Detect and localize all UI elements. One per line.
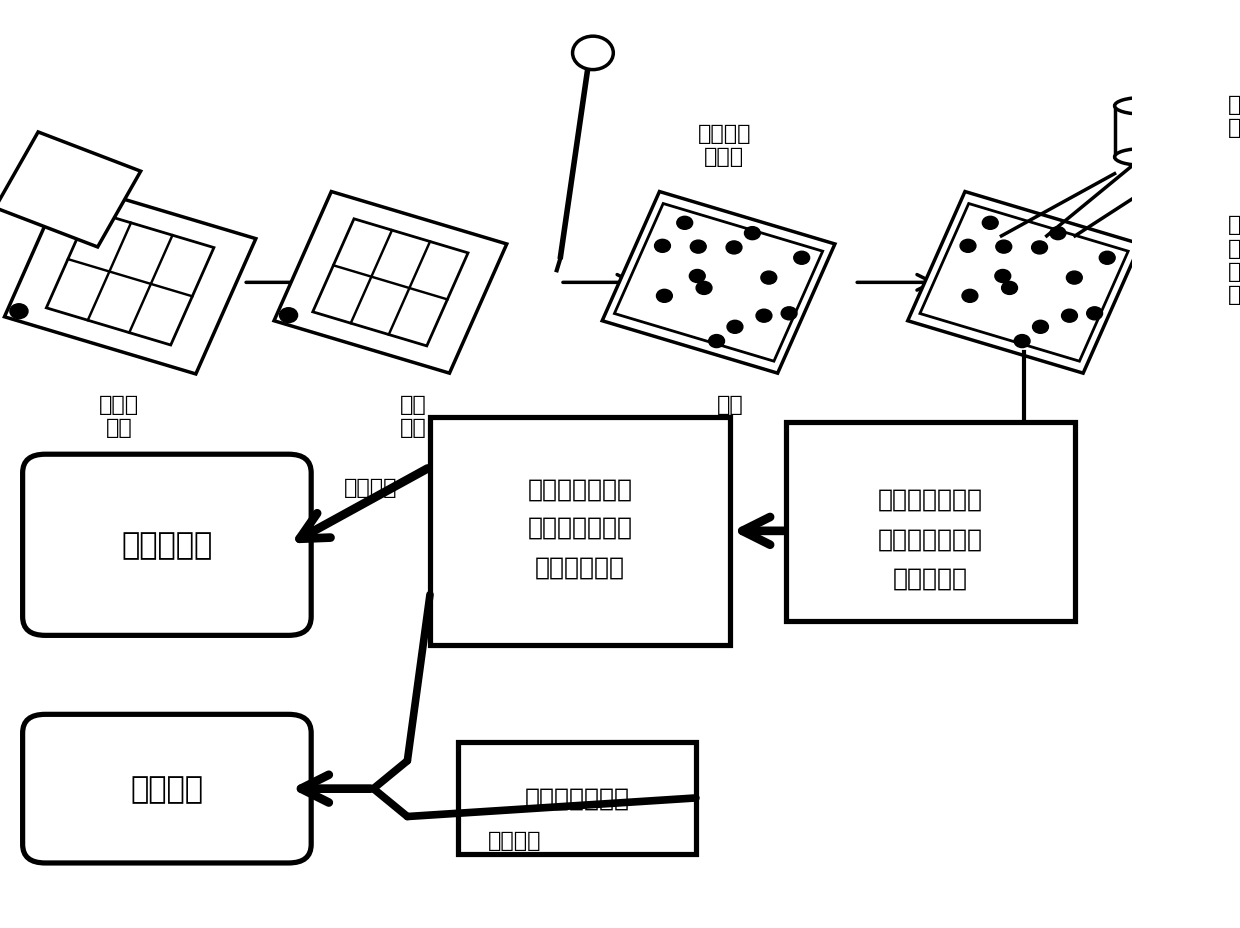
Text: 预处理（滤波，: 预处理（滤波， xyxy=(878,527,983,550)
Polygon shape xyxy=(614,204,822,362)
Polygon shape xyxy=(934,214,1115,352)
Text: 静置: 静置 xyxy=(717,394,743,415)
Circle shape xyxy=(727,321,743,334)
Text: 盖上盖
玻片: 盖上盖 玻片 xyxy=(99,394,139,438)
Text: 藻细胞计数: 藻细胞计数 xyxy=(122,531,212,560)
Polygon shape xyxy=(274,192,507,374)
Circle shape xyxy=(781,307,797,320)
FancyBboxPatch shape xyxy=(1115,107,1171,158)
Circle shape xyxy=(691,241,706,254)
Circle shape xyxy=(982,217,998,230)
Circle shape xyxy=(10,304,29,319)
Circle shape xyxy=(1066,272,1083,285)
Circle shape xyxy=(656,290,672,303)
Circle shape xyxy=(696,282,712,295)
Circle shape xyxy=(1032,241,1048,254)
Circle shape xyxy=(960,240,976,253)
Text: 或拉曼频移）: 或拉曼频移） xyxy=(534,555,625,578)
Text: 藻种识别: 藻种识别 xyxy=(130,774,203,804)
Polygon shape xyxy=(629,214,808,352)
Circle shape xyxy=(1086,307,1102,320)
Polygon shape xyxy=(920,204,1128,362)
Polygon shape xyxy=(908,192,1141,374)
Text: 判别分析: 判别分析 xyxy=(489,831,542,851)
Circle shape xyxy=(744,227,760,240)
FancyBboxPatch shape xyxy=(22,455,311,636)
Polygon shape xyxy=(0,133,140,248)
Text: 激光
线
扫描
成像: 激光 线 扫描 成像 xyxy=(1228,215,1240,304)
Text: 拉曼
系统: 拉曼 系统 xyxy=(1228,95,1240,137)
Polygon shape xyxy=(312,220,467,346)
Circle shape xyxy=(962,290,978,303)
Text: 藻种拉曼数据库: 藻种拉曼数据库 xyxy=(525,786,630,810)
Text: 藻细胞拉曼成像: 藻细胞拉曼成像 xyxy=(878,487,983,510)
Circle shape xyxy=(709,335,724,348)
Circle shape xyxy=(655,240,671,253)
FancyBboxPatch shape xyxy=(22,715,311,863)
Ellipse shape xyxy=(1115,149,1171,166)
Circle shape xyxy=(573,37,614,71)
Polygon shape xyxy=(5,182,255,375)
Text: 基线校正）: 基线校正） xyxy=(893,566,968,589)
Polygon shape xyxy=(46,212,215,345)
Text: 加入
藻液: 加入 藻液 xyxy=(399,394,427,438)
Polygon shape xyxy=(603,192,835,374)
Circle shape xyxy=(1100,252,1115,265)
Circle shape xyxy=(1002,282,1018,295)
Circle shape xyxy=(1033,321,1048,334)
Ellipse shape xyxy=(1115,98,1171,115)
FancyBboxPatch shape xyxy=(459,742,696,854)
Circle shape xyxy=(756,310,771,323)
Circle shape xyxy=(727,241,742,254)
Text: 藻细胞拉曼成像: 藻细胞拉曼成像 xyxy=(527,478,632,501)
Text: 吸走多余
的藻液: 吸走多余 的藻液 xyxy=(697,123,751,167)
Circle shape xyxy=(279,308,298,323)
Text: 统计分析: 统计分析 xyxy=(343,477,397,497)
Circle shape xyxy=(689,270,706,283)
Circle shape xyxy=(761,272,776,285)
Circle shape xyxy=(1014,335,1030,348)
Circle shape xyxy=(1061,310,1078,323)
Text: 显示（拉曼峰强: 显示（拉曼峰强 xyxy=(527,515,632,538)
Circle shape xyxy=(794,252,810,265)
FancyBboxPatch shape xyxy=(786,422,1075,622)
Circle shape xyxy=(677,217,693,230)
FancyBboxPatch shape xyxy=(430,418,730,645)
Circle shape xyxy=(1050,227,1066,240)
Circle shape xyxy=(996,241,1012,254)
Circle shape xyxy=(994,270,1011,283)
